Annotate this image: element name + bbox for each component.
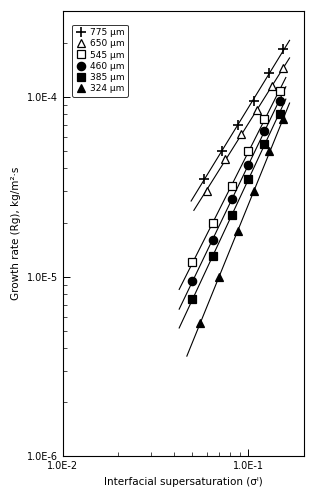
775 μm [252,98,256,104]
385 μm [262,140,266,146]
545 μm [190,259,194,265]
650 μm [270,83,274,89]
Line: 385 μm: 385 μm [188,110,284,303]
Line: 775 μm: 775 μm [199,44,288,184]
385 μm [278,112,282,118]
775 μm [236,122,240,127]
650 μm [223,156,227,162]
X-axis label: Interfacial supersaturation (σᴵ): Interfacial supersaturation (σᴵ) [104,477,263,487]
460 μm [230,196,234,202]
545 μm [211,220,215,226]
775 μm [220,148,224,154]
545 μm [262,117,266,123]
385 μm [190,296,194,302]
Line: 650 μm: 650 μm [203,64,288,195]
385 μm [230,212,234,218]
460 μm [190,278,194,284]
545 μm [246,148,250,154]
324 μm [217,274,221,280]
324 μm [236,228,240,234]
324 μm [252,188,256,194]
650 μm [205,188,209,194]
324 μm [282,117,285,123]
324 μm [267,148,271,154]
Legend: 775 μm, 650 μm, 545 μm, 460 μm, 385 μm, 324 μm: 775 μm, 650 μm, 545 μm, 460 μm, 385 μm, … [72,24,128,97]
775 μm [282,46,285,52]
460 μm [246,162,250,168]
Y-axis label: Growth rate (Rg), kg/m²·s: Growth rate (Rg), kg/m²·s [11,167,21,300]
650 μm [239,131,243,137]
385 μm [246,176,250,182]
545 μm [278,88,282,94]
460 μm [278,98,282,104]
Line: 545 μm: 545 μm [188,87,284,266]
650 μm [255,107,259,113]
650 μm [282,65,285,71]
775 μm [202,176,206,182]
Line: 460 μm: 460 μm [188,97,284,285]
545 μm [230,183,234,189]
460 μm [211,237,215,243]
324 μm [198,320,202,326]
460 μm [262,127,266,133]
775 μm [267,71,271,77]
385 μm [211,253,215,259]
Line: 324 μm: 324 μm [196,115,288,328]
